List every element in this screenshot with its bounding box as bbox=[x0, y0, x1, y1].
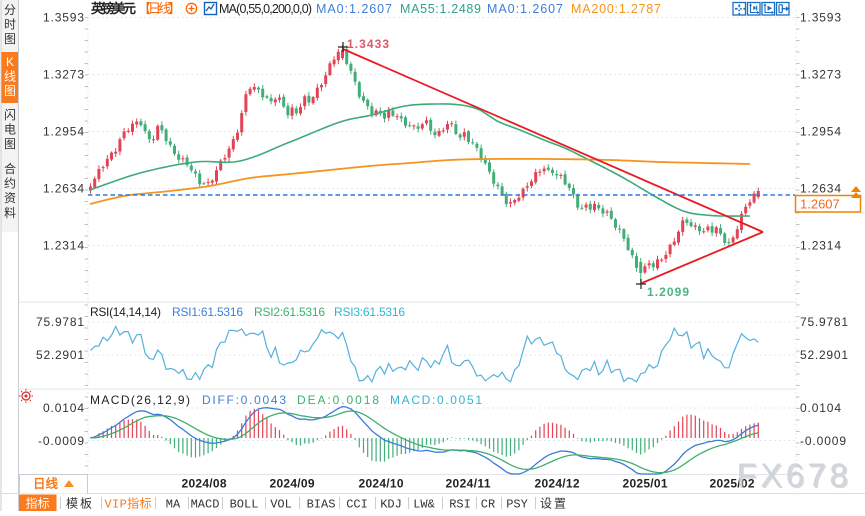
svg-text:LW&: LW& bbox=[413, 498, 435, 512]
svg-text:1.2607: 1.2607 bbox=[800, 197, 840, 212]
svg-text:设置: 设置 bbox=[540, 497, 566, 511]
svg-text:1.2314: 1.2314 bbox=[43, 239, 84, 253]
svg-text:资: 资 bbox=[4, 191, 16, 205]
svg-text:75.9781: 75.9781 bbox=[800, 315, 848, 329]
svg-text:MACD(26,12,9): MACD(26,12,9) bbox=[90, 393, 190, 407]
svg-text:MA0:1.2607: MA0:1.2607 bbox=[316, 2, 392, 16]
svg-text:1.2954: 1.2954 bbox=[43, 125, 84, 139]
svg-text:图: 图 bbox=[4, 84, 16, 98]
svg-text:1.3593: 1.3593 bbox=[43, 11, 84, 25]
svg-text:2024/12: 2024/12 bbox=[535, 477, 580, 491]
svg-text:RSI2:61.5316: RSI2:61.5316 bbox=[254, 305, 325, 319]
svg-text:图: 图 bbox=[4, 137, 16, 151]
svg-text:1.2634: 1.2634 bbox=[800, 182, 841, 196]
svg-text:DIFF:0.0043: DIFF:0.0043 bbox=[202, 393, 286, 407]
svg-text:MACD:0.0051: MACD:0.0051 bbox=[390, 393, 482, 407]
svg-text:CCI: CCI bbox=[346, 498, 368, 512]
svg-text:日线: 日线 bbox=[33, 476, 58, 491]
svg-text:RSI(14,14,14): RSI(14,14,14) bbox=[90, 305, 161, 319]
svg-text:-0.0009: -0.0009 bbox=[800, 434, 846, 448]
svg-text:0.0104: 0.0104 bbox=[800, 401, 841, 415]
svg-text:1.3273: 1.3273 bbox=[800, 68, 841, 82]
svg-text:RSI1:61.5316: RSI1:61.5316 bbox=[172, 305, 243, 319]
svg-text:52.2901: 52.2901 bbox=[36, 348, 84, 362]
svg-text:RSI3:61.5316: RSI3:61.5316 bbox=[334, 305, 405, 319]
svg-text:线: 线 bbox=[4, 70, 16, 84]
svg-text:BIAS: BIAS bbox=[307, 498, 336, 512]
svg-text:75.9781: 75.9781 bbox=[36, 315, 84, 329]
svg-text:时: 时 bbox=[4, 18, 16, 32]
svg-text:FX678: FX678 bbox=[738, 458, 853, 495]
svg-text:1.3273: 1.3273 bbox=[43, 68, 84, 82]
svg-text:FX678: FX678 bbox=[737, 457, 852, 494]
svg-text:英镑美元: 英镑美元 bbox=[90, 1, 136, 16]
svg-text:MACD: MACD bbox=[191, 498, 220, 512]
svg-text:约: 约 bbox=[4, 176, 16, 191]
svg-text:BOLL: BOLL bbox=[230, 498, 259, 512]
svg-text:2024/11: 2024/11 bbox=[446, 477, 491, 491]
svg-text:VIP指标: VIP指标 bbox=[105, 496, 152, 512]
svg-text:0.0104: 0.0104 bbox=[43, 401, 84, 415]
svg-text:2025/02: 2025/02 bbox=[710, 477, 755, 491]
svg-text:电: 电 bbox=[4, 123, 16, 137]
svg-text:MA0:1.2607: MA0:1.2607 bbox=[487, 2, 563, 16]
svg-text:1.2954: 1.2954 bbox=[800, 125, 841, 139]
svg-text:2025/01: 2025/01 bbox=[623, 477, 668, 491]
svg-text:VOL: VOL bbox=[270, 498, 292, 512]
svg-text:分: 分 bbox=[4, 3, 16, 17]
svg-text:MA: MA bbox=[166, 498, 181, 512]
svg-text:KDJ: KDJ bbox=[380, 498, 402, 512]
svg-text:1.3433: 1.3433 bbox=[347, 37, 389, 51]
svg-text:指标: 指标 bbox=[25, 496, 49, 511]
svg-text:2024/09: 2024/09 bbox=[270, 477, 315, 491]
svg-text:【日线】: 【日线】 bbox=[138, 1, 181, 16]
svg-text:RSI: RSI bbox=[449, 498, 471, 512]
svg-text:DEA:0.0018: DEA:0.0018 bbox=[297, 393, 379, 407]
svg-text:1.2634: 1.2634 bbox=[43, 182, 84, 196]
svg-text:2024/08: 2024/08 bbox=[182, 477, 227, 491]
svg-text:1.2314: 1.2314 bbox=[800, 239, 841, 253]
svg-text:2024/10: 2024/10 bbox=[359, 477, 404, 491]
svg-text:料: 料 bbox=[4, 206, 16, 220]
svg-text:闪: 闪 bbox=[4, 108, 16, 122]
svg-text:图: 图 bbox=[4, 32, 16, 46]
svg-text:MA55:1.2489: MA55:1.2489 bbox=[400, 2, 481, 16]
svg-text:MA200:1.2787: MA200:1.2787 bbox=[571, 2, 661, 16]
svg-text:模板: 模板 bbox=[66, 497, 92, 511]
svg-text:-0.0009: -0.0009 bbox=[38, 434, 84, 448]
svg-text:MA(0,55,0,200,0,0): MA(0,55,0,200,0,0) bbox=[219, 2, 312, 16]
svg-text:52.2901: 52.2901 bbox=[800, 348, 848, 362]
svg-text:1.2099: 1.2099 bbox=[647, 285, 689, 299]
svg-text:K: K bbox=[6, 55, 14, 69]
svg-text:合: 合 bbox=[4, 161, 16, 176]
svg-text:CR: CR bbox=[481, 498, 495, 512]
svg-text:PSY: PSY bbox=[506, 498, 528, 512]
svg-text:1.3593: 1.3593 bbox=[800, 11, 841, 25]
